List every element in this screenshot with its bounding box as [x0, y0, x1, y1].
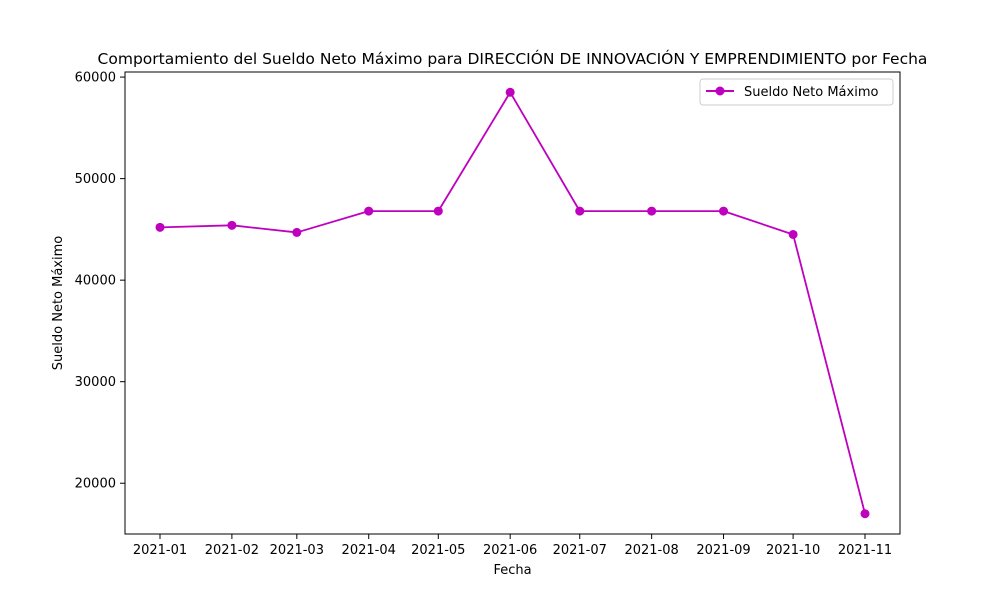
x-tick-label: 2021-11 — [838, 543, 892, 558]
data-point — [788, 229, 798, 239]
x-tick-label: 2021-02 — [205, 543, 259, 558]
data-point — [647, 206, 657, 216]
y-axis: 20000 30000 40000 50000 60000 — [75, 71, 125, 492]
y-tick-label: 30000 — [75, 375, 116, 390]
x-tick-label: 2021-10 — [766, 543, 820, 558]
x-tick-label: 2021-05 — [411, 543, 465, 558]
x-axis-label: Fecha — [493, 563, 531, 578]
x-tick-label: 2021-03 — [270, 543, 324, 558]
x-tick-label: 2021-04 — [342, 543, 396, 558]
data-point — [575, 206, 585, 216]
series-layer — [155, 87, 870, 519]
x-tick-label: 2021-09 — [696, 543, 750, 558]
x-tick-label: 2021-06 — [483, 543, 537, 558]
data-point — [505, 87, 515, 97]
x-tick-label: 2021-01 — [133, 543, 187, 558]
y-tick-label: 40000 — [75, 274, 116, 289]
x-tick-label: 2021-07 — [553, 543, 607, 558]
data-point — [292, 227, 302, 237]
data-point — [227, 220, 237, 230]
legend: Sueldo Neto Máximo — [699, 78, 894, 106]
data-point — [719, 206, 729, 216]
legend-box — [699, 78, 894, 106]
y-axis-label: Sueldo Neto Máximo — [51, 236, 66, 370]
y-tick-label: 20000 — [75, 477, 116, 492]
data-point — [364, 206, 374, 216]
data-point — [860, 509, 870, 519]
data-point — [433, 206, 443, 216]
x-tick-label: 2021-08 — [624, 543, 678, 558]
plot-area — [124, 71, 901, 535]
data-point — [155, 222, 165, 232]
chart-title: Comportamiento del Sueldo Neto Máximo pa… — [98, 49, 928, 68]
y-tick-label: 50000 — [75, 172, 116, 187]
legend-marker-swatch — [715, 86, 725, 96]
x-axis: 2021-01 2021-02 2021-03 2021-04 2021-05 2021-… — [133, 534, 892, 558]
y-tick-label: 60000 — [75, 71, 116, 86]
legend-label: Sueldo Neto Máximo — [744, 85, 878, 100]
